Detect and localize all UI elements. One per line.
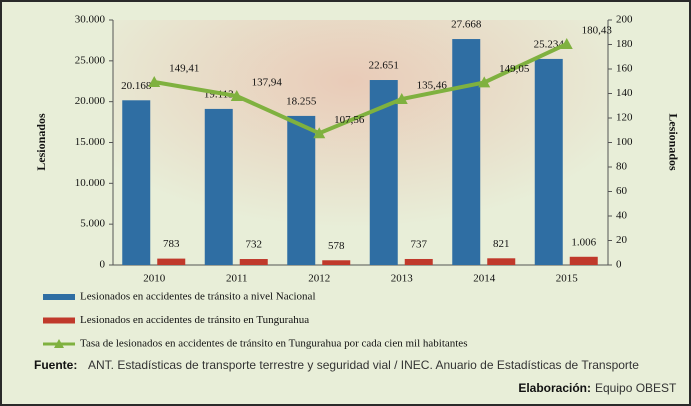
value-label: 137,94 xyxy=(252,77,283,89)
y2-axis-title: Lesionados xyxy=(666,113,680,171)
bar xyxy=(534,58,563,265)
y2-tick-label: 60 xyxy=(616,185,628,197)
line-marker xyxy=(395,93,408,105)
bar xyxy=(287,115,316,265)
bar xyxy=(157,258,186,265)
legend-label: Lesionados en accidentes de tránsito en … xyxy=(80,314,309,326)
source: ANT. Estadísticas de transporte terrestr… xyxy=(88,358,639,372)
bar xyxy=(322,260,351,265)
bar xyxy=(569,256,598,265)
value-label: 732 xyxy=(246,239,263,251)
value-label: 737 xyxy=(411,239,428,251)
line xyxy=(153,42,568,136)
bar xyxy=(487,258,516,265)
value-label: 20.168 xyxy=(121,80,152,92)
credit-label: Elaboración: xyxy=(518,381,591,395)
y-tick-label: 15.000 xyxy=(75,136,106,148)
y-tick-label: 25.000 xyxy=(75,54,106,66)
bar xyxy=(204,108,233,266)
bar xyxy=(122,100,151,265)
y-tick-label: 10.000 xyxy=(75,177,106,189)
line-marker xyxy=(148,75,161,87)
y-tick-label: 0 xyxy=(100,259,106,271)
y-tick-label: 30.000 xyxy=(75,14,106,26)
line-marker xyxy=(230,90,243,102)
x-tick-label: 2010 xyxy=(143,273,166,285)
y2-tick-label: 80 xyxy=(616,161,628,173)
value-label: 22.651 xyxy=(369,60,399,72)
value-label: 149,05 xyxy=(499,63,530,75)
bar xyxy=(239,259,268,265)
y2-tick-label: 100 xyxy=(616,136,633,148)
x-tick-label: 2011 xyxy=(226,273,248,285)
value-label: 18.255 xyxy=(286,95,317,107)
bar xyxy=(452,39,481,266)
value-label: 27.668 xyxy=(451,19,482,31)
y2-tick-label: 40 xyxy=(616,210,628,222)
y2-tick-label: 140 xyxy=(616,87,633,99)
line-marker xyxy=(478,76,491,88)
y2-tick-label: 120 xyxy=(616,112,633,124)
source-label: Fuente: xyxy=(34,358,77,372)
x-tick-label: 2013 xyxy=(391,273,414,285)
y2-tick-label: 0 xyxy=(616,259,622,271)
legend-label: Lesionados en accidentes de tránsito a n… xyxy=(80,291,316,303)
value-label: 135,46 xyxy=(417,80,448,92)
legend-swatch xyxy=(43,317,75,324)
value-label: 149,41 xyxy=(169,63,199,75)
legend-label: Tasa de lesionados en accidentes de trán… xyxy=(80,338,467,350)
y-axis-title: Lesionados xyxy=(34,113,48,171)
value-label: 1.006 xyxy=(571,236,596,248)
value-label: 783 xyxy=(163,238,180,250)
y2-tick-label: 160 xyxy=(616,63,633,75)
x-tick-label: 2012 xyxy=(308,273,330,285)
credit: Equipo OBEST xyxy=(595,381,677,395)
x-tick-label: 2014 xyxy=(473,273,496,285)
plot-area xyxy=(113,20,608,265)
legend-swatch xyxy=(43,294,75,300)
value-label: 180,43 xyxy=(582,25,613,37)
value-label: 821 xyxy=(493,238,510,250)
y2-tick-label: 20 xyxy=(616,234,628,246)
y2-tick-label: 180 xyxy=(616,38,633,50)
y-tick-label: 20.000 xyxy=(75,95,106,107)
y2-tick-label: 200 xyxy=(616,14,633,26)
y-tick-label: 5.000 xyxy=(80,218,105,230)
line-marker xyxy=(560,37,573,49)
bar xyxy=(404,258,433,265)
line-marker xyxy=(313,127,326,139)
value-label: 107,56 xyxy=(334,114,365,126)
x-tick-label: 2015 xyxy=(556,273,579,285)
legend-swatch xyxy=(54,339,64,348)
value-label: 578 xyxy=(328,240,345,252)
